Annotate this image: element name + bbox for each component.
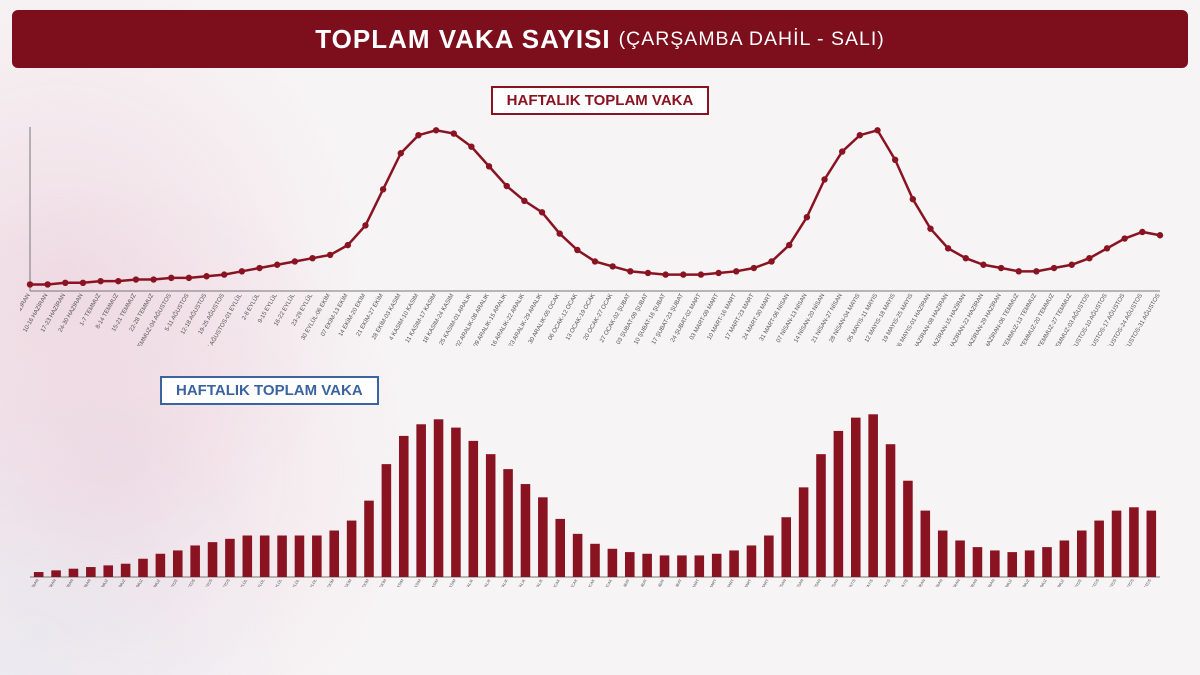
svg-text:28 NİSAN-04 MAYIS: 28 NİSAN-04 MAYIS <box>828 293 862 344</box>
bar-chart-title: HAFTALIK TOPLAM VAKA <box>160 376 379 405</box>
line-chart-title: HAFTALIK TOPLAM VAKA <box>491 86 710 115</box>
svg-text:5-11 AĞUSTOS: 5-11 AĞUSTOS <box>178 578 197 587</box>
line-chart-svg: 3-9 HAZİRAN10-16 HAZİRAN17-23 HAZİRAN24-… <box>20 121 1170 346</box>
header-title-main: TOPLAM VAKA SAYISI <box>315 24 610 55</box>
bar-chart-svg: 3-9 HAZİRAN10-16 HAZİRAN17-23 HAZİRAN24-… <box>20 407 1170 587</box>
bar-chart-area: HAFTALIK TOPLAM VAKA 3-9 HAZİRAN10-16 HA… <box>20 376 1180 587</box>
svg-text:02 ARALIK-08 ARALIK: 02 ARALIK-08 ARALIK <box>455 293 491 346</box>
svg-text:10 ŞUBAT-16 ŞUBAT: 10 ŞUBAT-16 ŞUBAT <box>633 293 667 346</box>
svg-text:1-7 TEMMUZ: 1-7 TEMMUZ <box>93 578 110 587</box>
svg-text:16-22 EYLÜL: 16-22 EYLÜL <box>284 577 301 587</box>
svg-text:21 NİSAN-27 NİSAN: 21 NİSAN-27 NİSAN <box>810 293 844 344</box>
svg-text:23-29 EYLÜL: 23-29 EYLÜL <box>301 577 318 587</box>
svg-text:07 EKİM-13 EKİM: 07 EKİM-13 EKİM <box>332 578 352 587</box>
svg-text:30 EYLÜL-06 EKİM: 30 EYLÜL-06 EKİM <box>313 578 335 587</box>
header-bar: TOPLAM VAKA SAYISI (ÇARŞAMBA DAHİL - SAL… <box>12 10 1188 68</box>
svg-text:22-28 TEMMUZ: 22-28 TEMMUZ <box>143 578 162 587</box>
svg-text:25 KASIM-01 ARALIK: 25 KASIM-01 ARALIK <box>439 293 473 346</box>
svg-text:07 NİSAN-13 NİSAN: 07 NİSAN-13 NİSAN <box>775 293 809 344</box>
svg-text:19-25 AĞUSTOS: 19-25 AĞUSTOS <box>211 578 231 587</box>
svg-text:28 EKİM-03 KASIM: 28 EKİM-03 KASIM <box>383 578 405 587</box>
svg-text:24-30 HAZİRAN: 24-30 HAZİRAN <box>73 578 92 587</box>
svg-text:8-14 TEMMUZ: 8-14 TEMMUZ <box>109 578 127 587</box>
svg-text:23 ARALIK-29 ARALIK: 23 ARALIK-29 ARALIK <box>508 293 544 346</box>
svg-text:30 ARALIK-05 OCAK: 30 ARALIK-05 OCAK <box>528 293 562 345</box>
svg-text:03 ŞUBAT-09 ŞUBAT: 03 ŞUBAT-09 ŞUBAT <box>616 293 650 346</box>
svg-text:17-23 HAZİRAN: 17-23 HAZİRAN <box>56 578 75 587</box>
svg-text:17 ŞUBAT-23 ŞUBAT: 17 ŞUBAT-23 ŞUBAT <box>651 293 685 346</box>
svg-text:9-15 EYLÜL: 9-15 EYLÜL <box>268 577 284 587</box>
svg-text:15-21 TEMMUZ: 15-21 TEMMUZ <box>125 578 144 587</box>
svg-text:14 NİSAN-20 NİSAN: 14 NİSAN-20 NİSAN <box>793 293 827 344</box>
svg-text:12-18 AĞUSTOS: 12-18 AĞUSTOS <box>194 578 214 587</box>
line-chart-area: HAFTALIK TOPLAM VAKA 3-9 HAZİRAN10-16 HA… <box>20 86 1180 346</box>
svg-text:3-9 HAZİRAN: 3-9 HAZİRAN <box>23 578 40 587</box>
svg-text:16 ARALIK-22 ARALIK: 16 ARALIK-22 ARALIK <box>491 293 527 346</box>
svg-text:2-8 EYLÜL: 2-8 EYLÜL <box>241 292 262 321</box>
svg-text:21 EKİM-27 EKİM: 21 EKİM-27 EKİM <box>367 578 387 587</box>
header-title-sub: (ÇARŞAMBA DAHİL - SALI) <box>619 28 885 51</box>
svg-text:2-8 EYLÜL: 2-8 EYLÜL <box>251 577 266 587</box>
svg-text:09 ARALIK-15 ARALIK: 09 ARALIK-15 ARALIK <box>473 293 509 346</box>
svg-text:10-16 HAZİRAN: 10-16 HAZİRAN <box>38 578 57 587</box>
svg-text:14 EKİM-20 EKİM: 14 EKİM-20 EKİM <box>350 578 370 587</box>
